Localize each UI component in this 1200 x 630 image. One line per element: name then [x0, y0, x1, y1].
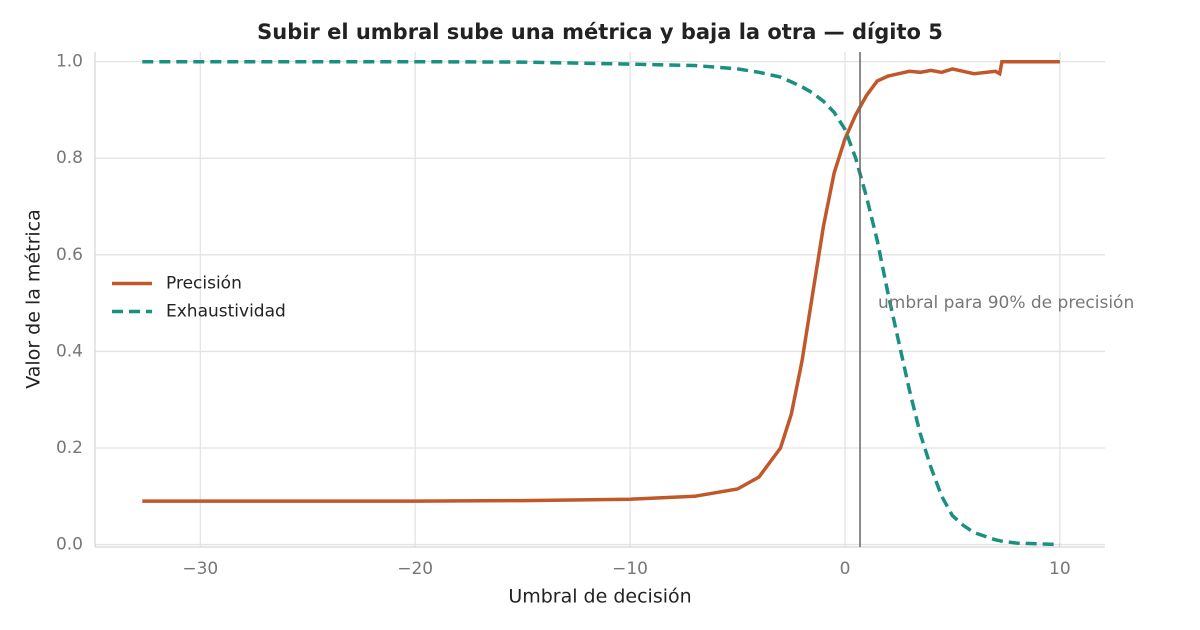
y-tick-label: 0.2: [56, 438, 83, 458]
legend-label: Exhaustividad: [166, 302, 286, 322]
annotation: umbral para 90% de precisión: [878, 293, 1134, 313]
y-tick-label: 0.0: [56, 535, 83, 555]
x-tick-label: −20: [397, 559, 433, 579]
series-line: [142, 59, 1060, 503]
x-tick-label: 0: [840, 559, 851, 579]
y-tick-label: 0.4: [56, 341, 83, 361]
y-tick-label: 0.6: [56, 245, 83, 265]
y-tick-label: 0.8: [56, 148, 83, 168]
series-line: [142, 59, 1060, 547]
legend-label: Precisión: [166, 274, 242, 294]
chart-title: Subir el umbral sube una métrica y baja …: [257, 20, 943, 44]
y-tick-label: 1.0: [56, 52, 83, 72]
x-tick-label: −30: [182, 559, 218, 579]
y-axis-label: Valor de la métrica: [23, 209, 45, 389]
x-axis-label: Umbral de decisión: [508, 586, 691, 608]
x-tick-label: 10: [1049, 559, 1071, 579]
x-tick-label: −10: [612, 559, 648, 579]
